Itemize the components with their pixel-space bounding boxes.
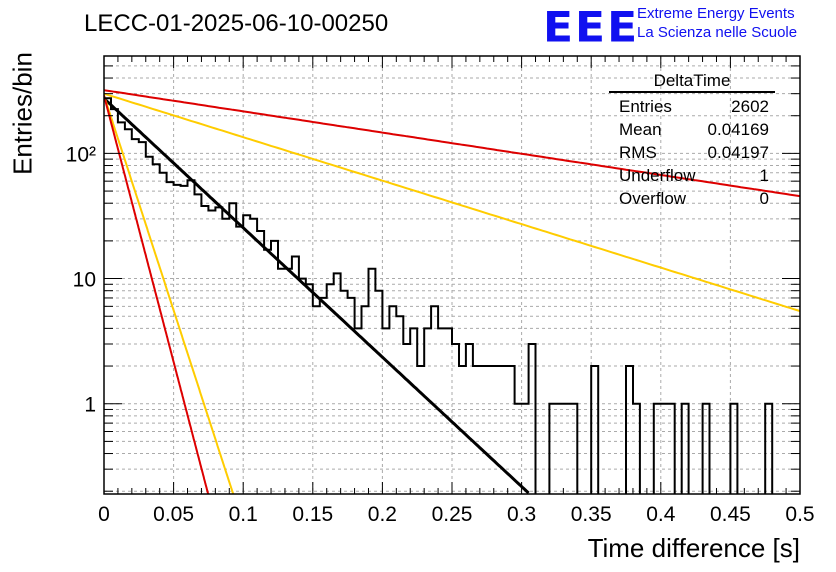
y-tick-label: 10²	[66, 143, 96, 166]
stats-row: Underflow 1	[609, 164, 775, 187]
x-tick-label: 0.05	[153, 503, 194, 526]
eee-logo: EEE	[543, 3, 640, 52]
stats-label: Underflow	[619, 166, 696, 185]
fit-curve	[104, 97, 530, 494]
stats-title: DeltaTime	[609, 70, 775, 93]
stats-row: RMS 0.04197	[609, 141, 775, 164]
logo-caption: Extreme Energy Events La Scienza nelle S…	[637, 4, 797, 42]
stats-box: DeltaTime Entries 2602 Mean 0.04169 RMS 0.0…	[609, 70, 775, 210]
stats-row: Entries 2602	[609, 95, 775, 118]
y-tick-label: 1	[84, 394, 96, 417]
fit-curve	[104, 95, 210, 494]
histogram-line	[104, 97, 774, 494]
stats-value: 0.04169	[707, 120, 769, 139]
stats-row: Mean 0.04169	[609, 118, 775, 141]
logo-caption-line1: Extreme Energy Events	[637, 5, 795, 22]
x-tick-label: 0.5	[785, 503, 814, 526]
stats-value: 0	[759, 189, 769, 208]
stats-label: RMS	[619, 143, 657, 162]
x-tick-label: 0	[98, 503, 110, 526]
x-tick-label: 0.25	[432, 503, 473, 526]
x-tick-label: 0.4	[646, 503, 676, 526]
x-axis-label: Time difference [s]	[587, 533, 800, 563]
plot-title: LECC-01-2025-06-10-00250	[84, 10, 389, 37]
fit-curve	[104, 92, 800, 313]
stats-label: Mean	[619, 120, 662, 139]
fit-curve	[104, 89, 800, 198]
stats-label: Entries	[619, 97, 672, 116]
stats-value: 1	[759, 166, 769, 185]
stats-label: Overflow	[619, 189, 687, 208]
y-axis-label: Entries/bin	[7, 52, 38, 175]
x-tick-label: 0.1	[229, 503, 258, 526]
stats-value: 2602	[731, 97, 769, 116]
x-tick-label: 0.15	[292, 503, 333, 526]
x-tick-label: 0.2	[368, 503, 397, 526]
x-tick-label: 0.3	[507, 503, 536, 526]
x-tick-label: 0.35	[571, 503, 612, 526]
logo-caption-line2: La Scienza nelle Scuole	[637, 24, 798, 41]
stats-row: Overflow 0	[609, 187, 775, 210]
stats-value: 0.04197	[707, 143, 769, 162]
y-tick-label: 10	[73, 269, 96, 292]
x-tick-label: 0.45	[710, 503, 751, 526]
fit-curve	[104, 95, 235, 494]
